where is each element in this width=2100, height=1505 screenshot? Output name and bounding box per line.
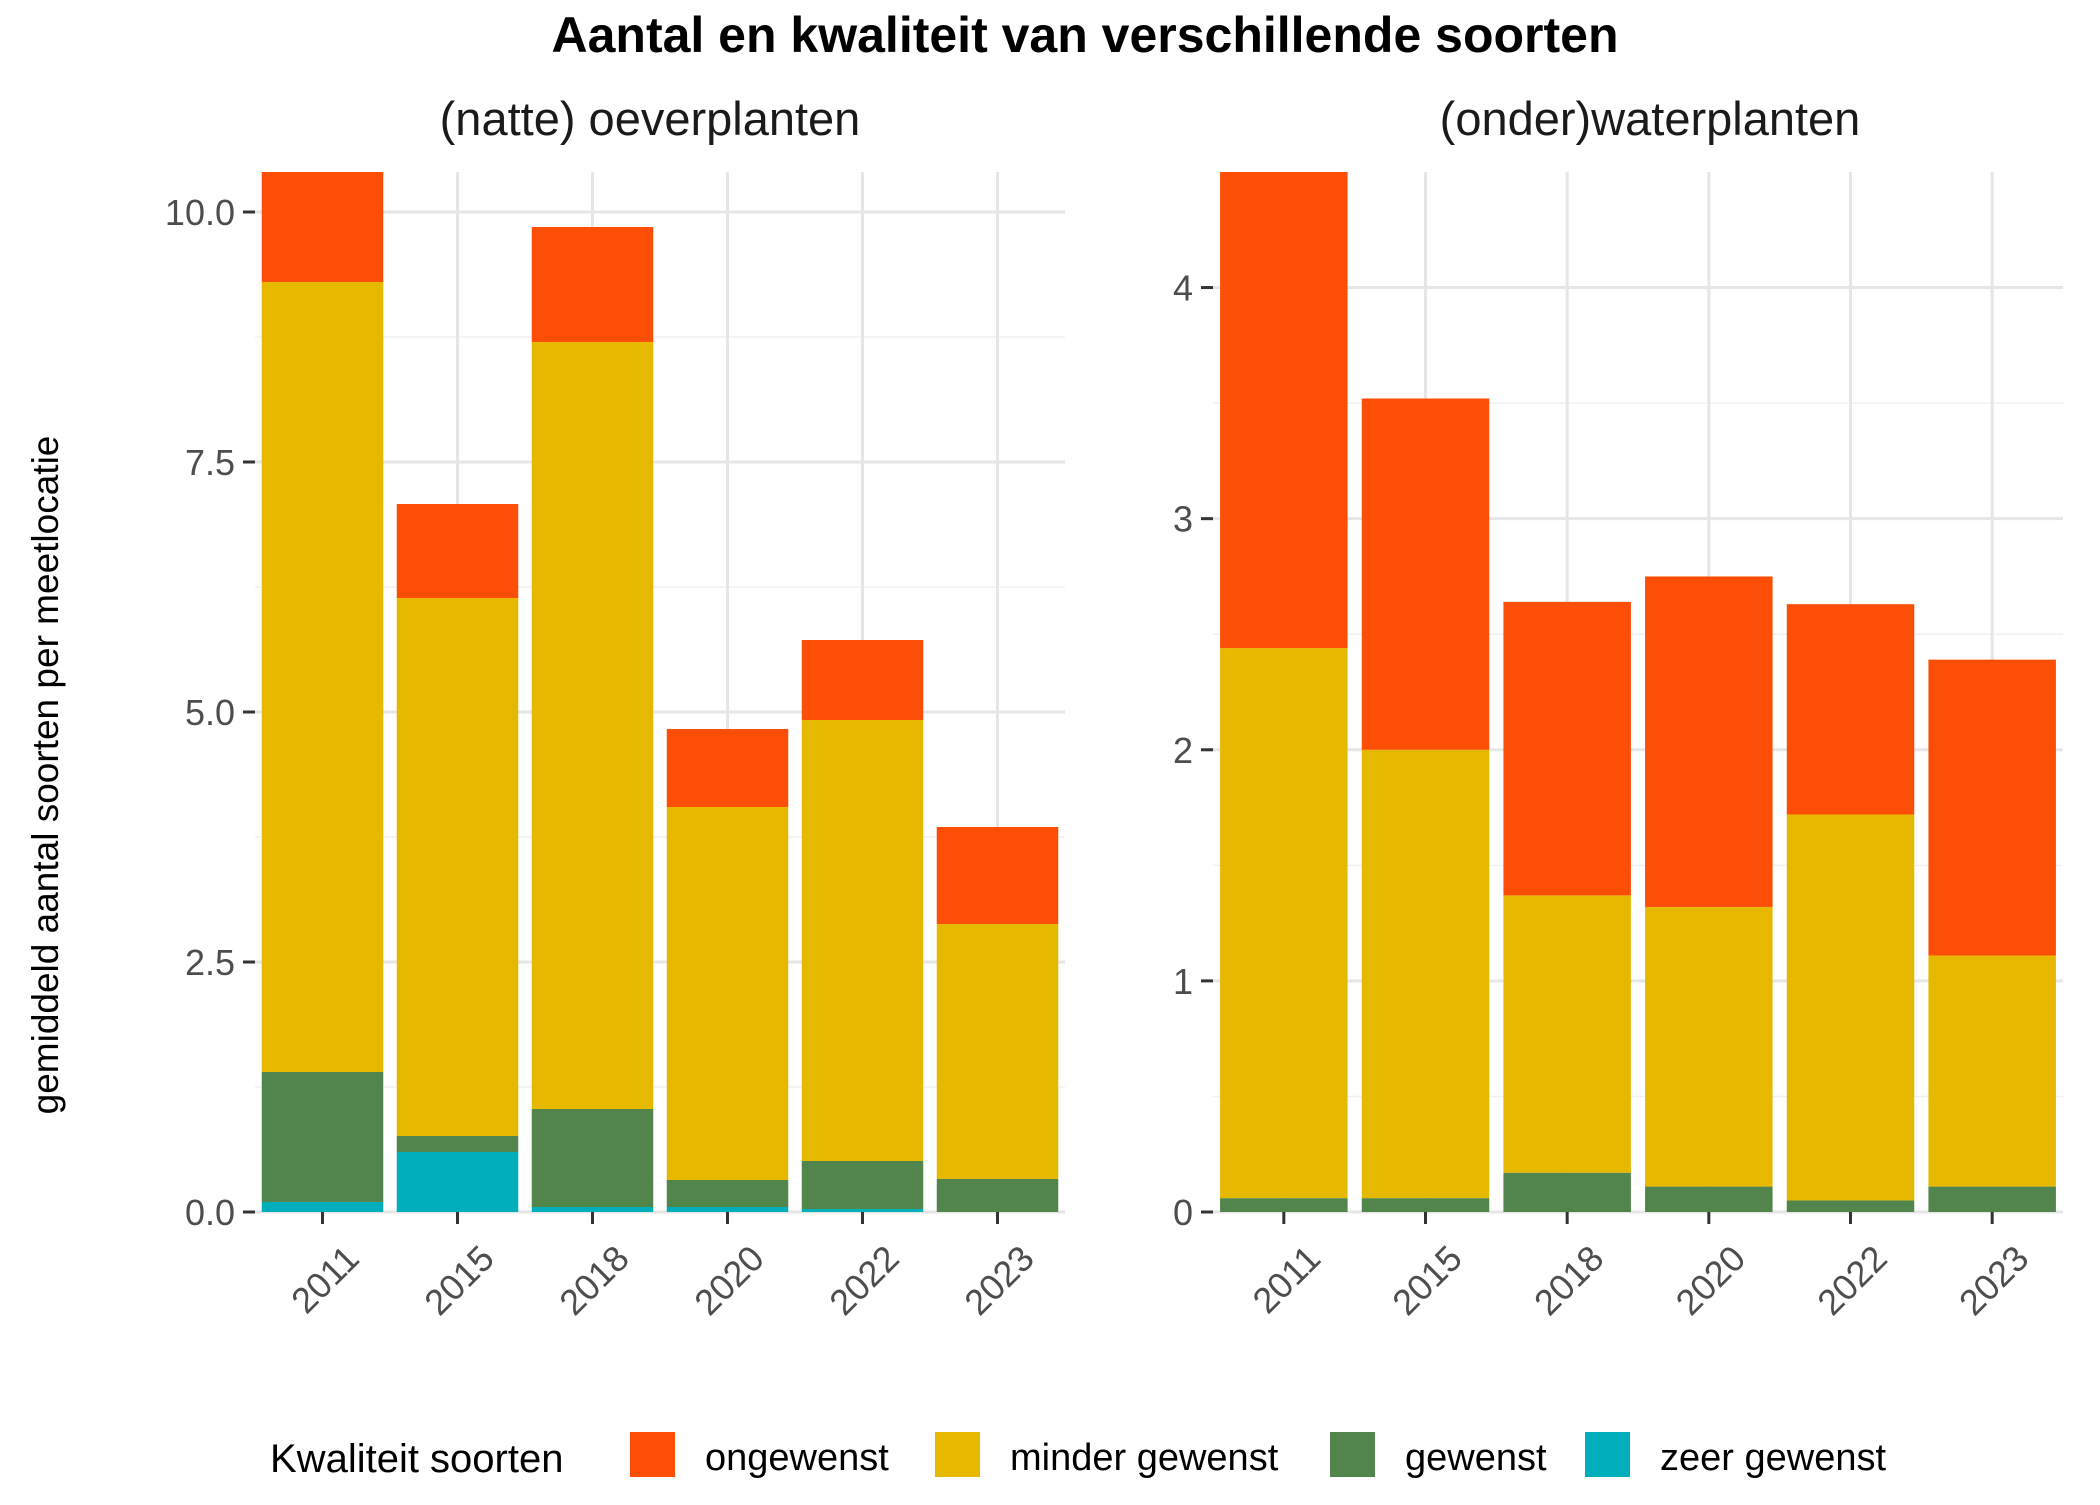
x-tick-label: 2020 (1668, 1237, 1754, 1323)
bar-segment (531, 342, 654, 1109)
y-tick-label: 10.0 (165, 192, 235, 233)
x-tick-label: 2022 (821, 1237, 907, 1323)
x-tick-label: 2011 (283, 1237, 367, 1321)
bar-segment (801, 1209, 924, 1212)
bar-segment (1645, 576, 1773, 907)
y-tick-label: 5.0 (185, 692, 235, 733)
x-tick-label: 2018 (1526, 1237, 1612, 1323)
bar-segment (666, 729, 789, 807)
bar-segment (1220, 172, 1348, 649)
chart-title: Aantal en kwaliteit van verschillende so… (551, 7, 1618, 63)
legend-label: ongewenst (705, 1437, 889, 1479)
legend-key-ongewenst (630, 1432, 675, 1477)
bar-segment (1361, 398, 1490, 750)
bar-segment (1786, 604, 1915, 815)
legend-label: gewenst (1405, 1437, 1547, 1479)
bar-segment (531, 1207, 654, 1212)
bar-segment (396, 1136, 519, 1152)
legend-title: Kwaliteit soorten (270, 1437, 563, 1481)
bar-segment (1220, 1198, 1348, 1212)
bar-segment (1503, 895, 1631, 1173)
bar-segment (396, 598, 519, 1136)
y-tick-label: 3 (1173, 499, 1193, 540)
bar-segment (1928, 659, 2056, 956)
y-axis-title: gemiddeld aantal soorten per meetlocatie (25, 436, 66, 1115)
bar-segment (261, 282, 384, 1072)
x-tick-label: 2011 (1244, 1237, 1328, 1321)
legend-label: minder gewenst (1010, 1437, 1279, 1479)
bar-segment (1786, 814, 1915, 1201)
bar-segment (666, 1180, 789, 1207)
x-tick-label: 2015 (416, 1237, 502, 1323)
bar-segment (261, 172, 384, 282)
legend-key-gewenst (1330, 1432, 1375, 1477)
bar-segment (801, 640, 924, 720)
y-tick-label: 1 (1173, 961, 1193, 1002)
legend-key-zeer-gewenst (1585, 1432, 1630, 1477)
bar-segment (1928, 1186, 2056, 1212)
bar-segment (261, 1072, 384, 1202)
bar-segment (1645, 1186, 1773, 1212)
bar-segment (261, 1202, 384, 1212)
bar-segment (396, 504, 519, 598)
x-tick-label: 2022 (1809, 1237, 1895, 1323)
legend-key-minder-gewenst (935, 1432, 980, 1477)
bar-segment (396, 1152, 519, 1212)
bar-segment (1503, 1172, 1631, 1212)
panel-title: (natte) oeverplanten (440, 92, 861, 145)
legend-label: zeer gewenst (1660, 1437, 1886, 1479)
y-tick-label: 2.5 (185, 942, 235, 983)
y-tick-label: 0 (1173, 1192, 1193, 1233)
x-tick-label: 2015 (1384, 1237, 1470, 1323)
bar-segment (801, 720, 924, 1161)
x-tick-label: 2023 (956, 1237, 1042, 1323)
bar-segment (531, 227, 654, 342)
bar-segment (1503, 601, 1631, 896)
bar-segment (1786, 1200, 1915, 1212)
bar-segment (936, 924, 1059, 1179)
bar-segment (666, 1207, 789, 1212)
x-tick-label: 2023 (1951, 1237, 2037, 1323)
bar-segment (801, 1161, 924, 1209)
bar-segment (1361, 1198, 1490, 1212)
y-tick-label: 4 (1173, 268, 1193, 309)
x-tick-label: 2018 (551, 1237, 637, 1323)
bar-segment (936, 827, 1059, 924)
y-tick-label: 2 (1173, 730, 1193, 771)
bar-segment (666, 807, 789, 1180)
bar-segment (531, 1109, 654, 1207)
bar-segment (1220, 648, 1348, 1199)
y-tick-label: 7.5 (185, 442, 235, 483)
x-tick-label: 2020 (686, 1237, 772, 1323)
y-tick-label: 0.0 (185, 1192, 235, 1233)
bar-segment (936, 1179, 1059, 1212)
bar-segment (1361, 749, 1490, 1199)
panel-title: (onder)waterplanten (1440, 92, 1861, 145)
bar-segment (1645, 906, 1773, 1187)
bar-segment (1928, 955, 2056, 1187)
